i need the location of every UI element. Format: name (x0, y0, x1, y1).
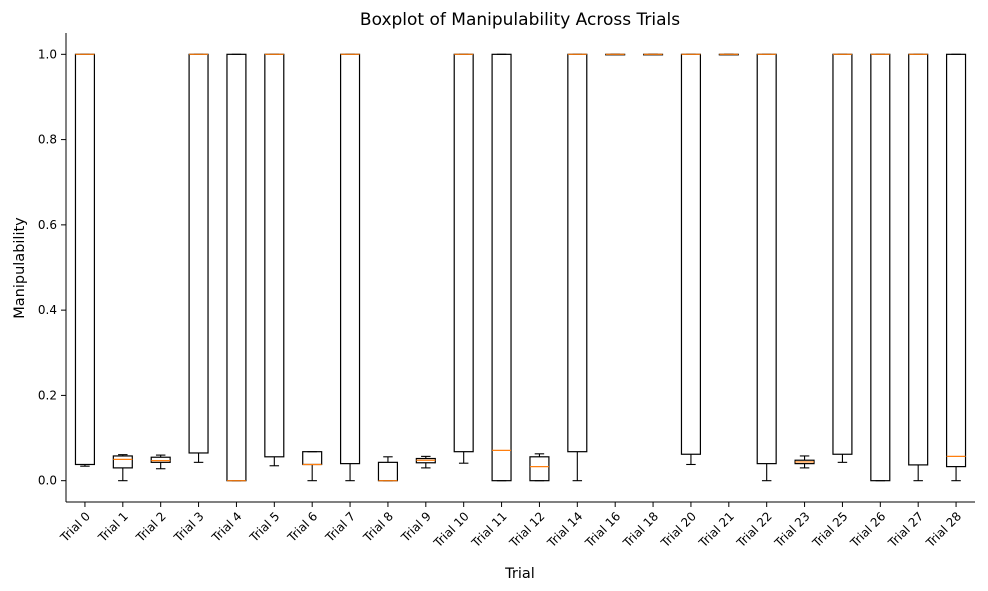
x-tick-label: Trial 11 (468, 509, 509, 550)
x-tick-label: Trial 25 (809, 509, 850, 550)
x-ticks: Trial 0 Trial 1 Trial 2 Trial 3 Trial 4 Trial… (57, 502, 964, 551)
x-tick-label: Trial 26 (847, 509, 888, 550)
x-tick-label: Trial 20 (658, 509, 699, 550)
box-body (339, 53, 361, 465)
box-trial-20 (680, 53, 702, 466)
x-tick-label: Trial 22 (733, 509, 774, 550)
box-trial-18 (642, 53, 664, 56)
box-trial-12 (529, 453, 550, 482)
box-body (150, 456, 171, 463)
y-tick-label: 0.4 (38, 303, 57, 317)
box-trial-28 (945, 53, 967, 482)
box-trial-7 (339, 53, 361, 482)
chart-title: Boxplot of Manipulability Across Trials (360, 10, 680, 30)
x-tick-label: Trial 8 (360, 509, 396, 545)
x-tick-label: Trial 21 (695, 509, 736, 550)
box-trial-27 (908, 53, 929, 482)
box-trial-5 (264, 53, 285, 467)
x-tick-label: Trial 16 (582, 509, 623, 550)
x-tick-label: Trial 14 (544, 509, 585, 550)
box-body (945, 53, 967, 468)
x-tick-label: Trial 1 (95, 509, 131, 545)
x-tick-label: Trial 27 (885, 509, 926, 550)
box-trial-22 (756, 53, 777, 482)
box-body (908, 53, 929, 466)
box-body (188, 53, 209, 454)
box-body (226, 53, 247, 482)
box-body (491, 53, 512, 482)
box-trial-4 (226, 53, 247, 482)
box-trial-9 (415, 455, 436, 469)
y-tick-label: 1.0 (38, 47, 57, 61)
x-tick-label: Trial 7 (322, 509, 358, 545)
box-body (870, 53, 891, 482)
box-body (112, 455, 133, 469)
x-tick-label: Trial 9 (398, 509, 434, 545)
y-tick-label: 0.0 (38, 474, 57, 488)
x-tick-label: Trial 4 (209, 509, 245, 545)
x-tick-label: Trial 23 (771, 509, 812, 550)
x-tick-label: Trial 6 (284, 509, 320, 545)
x-tick-label: Trial 2 (133, 509, 169, 545)
boxes (74, 53, 967, 482)
y-tick-label: 0.8 (38, 133, 57, 147)
box-trial-3 (188, 53, 209, 463)
x-tick-label: Trial 5 (246, 509, 282, 545)
x-tick-label: Trial 0 (57, 509, 93, 545)
box-trial-8 (377, 456, 399, 482)
box-trial-23 (794, 455, 815, 469)
box-body (832, 53, 853, 455)
box-body (264, 53, 285, 458)
x-tick-label: Trial 10 (430, 509, 471, 550)
y-axis-label: Manipulability (12, 217, 28, 319)
box-body (74, 53, 96, 466)
box-trial-16 (605, 53, 626, 56)
box-body (680, 53, 702, 455)
y-ticks: 0.0 0.2 0.4 0.6 0.8 1.0 (38, 47, 66, 488)
box-body (453, 53, 474, 453)
x-tick-label: Trial 28 (923, 509, 964, 550)
box-trial-21 (718, 53, 739, 56)
x-tick-label: Trial 3 (171, 509, 207, 545)
x-axis-label: Trial (504, 566, 535, 582)
box-trial-14 (567, 53, 588, 482)
box-body (302, 451, 323, 466)
box-trial-6 (302, 451, 323, 482)
box-body (377, 461, 399, 482)
box-body (567, 53, 588, 453)
y-tick-label: 0.6 (38, 218, 57, 232)
box-trial-10 (453, 53, 474, 464)
box-trial-25 (832, 53, 853, 463)
x-tick-label: Trial 18 (620, 509, 661, 550)
box-body (529, 456, 550, 482)
x-tick-label: Trial 12 (506, 509, 547, 550)
box-trial-0 (74, 53, 96, 467)
box-body (756, 53, 777, 465)
box-trial-26 (870, 53, 891, 482)
box-trial-1 (112, 454, 133, 482)
y-tick-label: 0.2 (38, 388, 57, 402)
box-trial-2 (150, 454, 171, 470)
box-trial-11 (491, 53, 512, 482)
